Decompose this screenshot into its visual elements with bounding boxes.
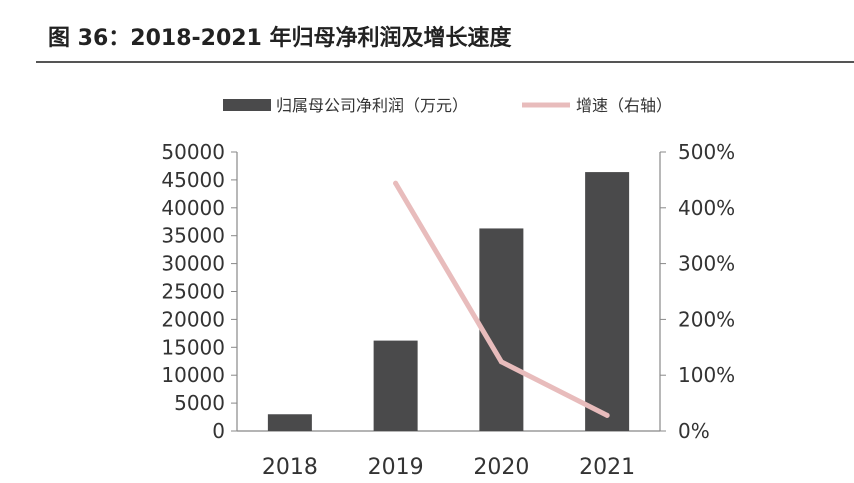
bar-2019 [373, 340, 418, 431]
y-tick-label-left: 20000 [161, 307, 225, 331]
legend-label-bar: 归属母公司净利润（万元） [276, 96, 468, 115]
growth-point [393, 180, 399, 186]
x-tick-label: 2019 [368, 455, 424, 480]
y-tick-label-left: 25000 [161, 280, 225, 304]
y-tick-label-left: 0 [212, 419, 225, 443]
x-tick-label: 2020 [473, 455, 529, 480]
bar-2018 [267, 414, 312, 431]
y-tick-label-left: 30000 [161, 252, 225, 276]
title-divider [36, 61, 854, 63]
y-tick-label-left: 10000 [161, 363, 225, 387]
y-tick-label-left: 15000 [161, 335, 225, 359]
bar-2020 [479, 228, 524, 431]
growth-point [604, 412, 610, 418]
y-tick-label-left: 40000 [161, 196, 225, 220]
y-tick-label-left: 5000 [174, 391, 225, 415]
legend: 归属母公司净利润（万元） 增速（右轴） [223, 96, 672, 115]
y-tick-label-left: 50000 [161, 140, 225, 164]
y-tick-label-right: 200% [678, 307, 735, 331]
y-tick-label-right: 400% [678, 196, 735, 220]
y-tick-label-right: 300% [678, 252, 735, 276]
y-tick-label-right: 0% [678, 419, 710, 443]
y-tick-label-right: 500% [678, 140, 735, 164]
x-tick-label: 2021 [579, 455, 635, 480]
bar-2021 [585, 172, 630, 431]
legend-label-line: 增速（右轴） [576, 96, 672, 115]
growth-point [498, 359, 504, 365]
figure-title: 图 36：2018-2021 年归母净利润及增长速度 [48, 26, 512, 51]
legend-swatch-bar [223, 99, 271, 111]
x-tick-label: 2018 [262, 455, 318, 480]
y-tick-label-left: 35000 [161, 224, 225, 248]
y-tick-label-right: 100% [678, 363, 735, 387]
y-tick-label-left: 45000 [161, 168, 225, 192]
